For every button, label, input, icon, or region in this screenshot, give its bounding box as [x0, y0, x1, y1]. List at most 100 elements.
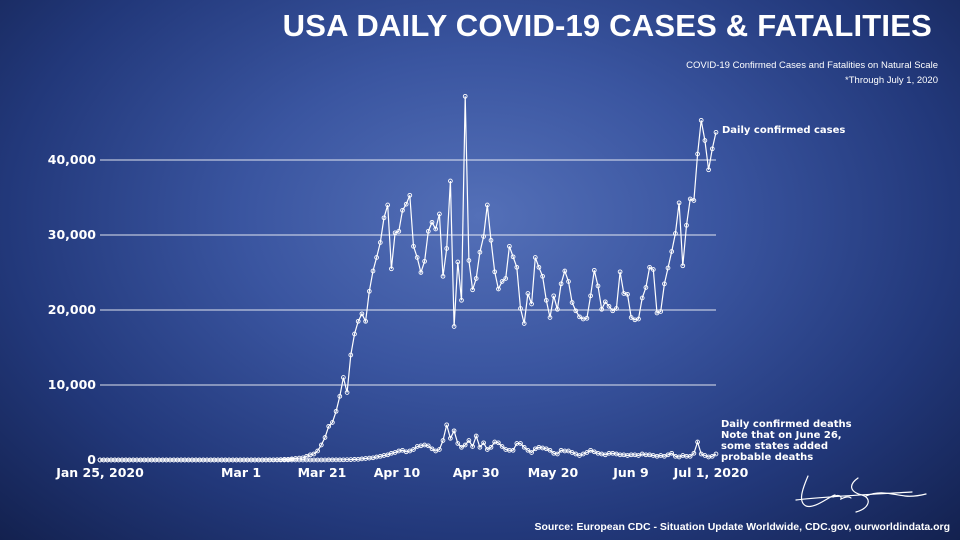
- data-point-cases: [514, 264, 520, 270]
- data-point-cases: [488, 237, 494, 243]
- deaths-note-line: probable deaths: [721, 452, 813, 463]
- data-point-cases: [658, 309, 664, 314]
- data-point-cases: [562, 268, 568, 274]
- data-point-cases: [569, 300, 575, 305]
- data-point-cases: [484, 202, 490, 208]
- data-point-cases: [628, 315, 634, 320]
- data-point-deaths: [411, 447, 416, 452]
- data-point-cases: [496, 286, 501, 292]
- data-point-deaths: [695, 439, 700, 445]
- data-point-cases: [525, 291, 531, 296]
- y-tick-label: 30,000: [48, 227, 97, 242]
- data-point-cases: [374, 255, 379, 260]
- data-point-cases: [573, 308, 579, 314]
- data-point-cases: [543, 297, 549, 303]
- data-point-cases: [532, 255, 538, 260]
- data-point-deaths: [525, 447, 531, 453]
- data-point-deaths: [709, 453, 715, 459]
- data-point-cases: [584, 315, 590, 321]
- data-point-deaths: [713, 451, 719, 457]
- data-point-cases: [547, 315, 553, 320]
- data-point-cases: [396, 228, 402, 234]
- series-line-cases: [100, 96, 717, 461]
- y-tick-label: 20,000: [48, 302, 97, 317]
- data-point-cases: [518, 306, 523, 311]
- data-point-cases: [639, 295, 645, 301]
- deaths-note-line: some states added: [721, 441, 828, 452]
- data-point-cases: [492, 269, 498, 275]
- data-point-cases: [389, 266, 394, 272]
- data-point-cases: [588, 293, 593, 299]
- data-point-cases: [650, 267, 656, 272]
- data-point-cases: [451, 324, 457, 329]
- data-point-cases: [662, 281, 667, 287]
- data-point-cases: [595, 283, 601, 289]
- data-point-deaths: [425, 443, 431, 449]
- data-point-cases: [510, 254, 516, 260]
- data-point-deaths: [470, 444, 475, 449]
- data-point-cases: [425, 228, 431, 234]
- x-tick-label: Mar 21: [298, 465, 347, 480]
- data-point-cases: [473, 276, 479, 281]
- y-tick-label: 10,000: [48, 377, 97, 392]
- data-point-deaths: [521, 444, 527, 450]
- deaths-note-line: Note that on June 26,: [721, 430, 842, 441]
- x-tick-label: May 20: [528, 465, 579, 480]
- data-point-cases: [698, 117, 704, 123]
- data-point-cases: [400, 207, 405, 213]
- data-point-cases: [311, 451, 317, 457]
- data-point-cases: [333, 408, 339, 414]
- data-point-cases: [403, 201, 409, 207]
- data-point-cases: [330, 420, 335, 425]
- data-point-cases: [521, 321, 527, 326]
- x-tick-label: Jun 9: [612, 465, 649, 480]
- data-point-cases: [540, 273, 545, 279]
- data-point-cases: [617, 269, 623, 275]
- data-point-cases: [407, 192, 413, 198]
- data-point-deaths: [669, 450, 675, 456]
- subtitle-line: COVID-19 Confirmed Cases and Fatalities …: [686, 60, 938, 71]
- series-line-deaths: [100, 424, 717, 461]
- data-point-cases: [614, 306, 619, 311]
- data-point-deaths: [448, 435, 453, 441]
- data-point-deaths: [510, 447, 516, 453]
- y-tick-label: 40,000: [48, 152, 97, 167]
- data-point-cases: [610, 308, 616, 314]
- data-point-cases: [418, 270, 424, 275]
- data-point-deaths: [477, 444, 483, 450]
- data-point-cases: [709, 146, 715, 152]
- data-point-cases: [455, 259, 461, 265]
- data-point-cases: [695, 151, 700, 157]
- data-point-cases: [673, 231, 678, 236]
- data-point-cases: [555, 306, 560, 312]
- data-point-cases: [422, 258, 427, 264]
- x-tick-label: Jan 25, 2020: [55, 465, 144, 480]
- data-point-cases: [602, 299, 608, 305]
- data-point-cases: [680, 263, 686, 269]
- data-point-deaths: [429, 446, 435, 452]
- data-point-cases: [326, 423, 332, 429]
- data-point-cases: [606, 303, 612, 309]
- data-point-cases: [470, 287, 475, 293]
- data-point-deaths: [459, 444, 464, 450]
- data-point-deaths: [496, 440, 501, 446]
- deaths-annotation: Daily confirmed deaths: [721, 419, 852, 430]
- data-point-cases: [366, 288, 372, 294]
- data-point-cases: [444, 246, 450, 251]
- data-point-deaths: [437, 447, 442, 452]
- data-point-cases: [448, 178, 453, 184]
- data-point-deaths: [473, 433, 479, 439]
- data-point-cases: [702, 138, 708, 143]
- data-point-cases: [355, 318, 361, 324]
- data-point-cases: [636, 316, 641, 322]
- data-point-cases: [669, 249, 675, 254]
- data-point-cases: [625, 291, 630, 297]
- data-point-cases: [411, 243, 416, 249]
- data-point-cases: [348, 352, 354, 358]
- data-point-cases: [691, 198, 697, 203]
- data-point-cases: [477, 249, 483, 255]
- data-point-cases: [591, 267, 597, 273]
- data-point-cases: [706, 167, 711, 173]
- data-point-deaths: [687, 453, 693, 459]
